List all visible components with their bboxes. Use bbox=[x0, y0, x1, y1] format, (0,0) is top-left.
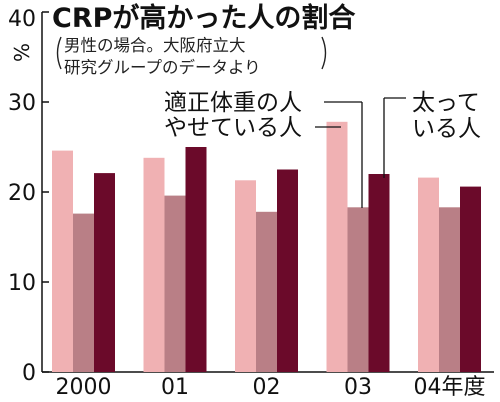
bar-2000-series-0 bbox=[52, 150, 73, 372]
x-axis-labels: 2000 01 02 03 04年度 bbox=[56, 375, 486, 400]
x-tick-label: 02 bbox=[253, 375, 281, 400]
chart-title: CRPが高かった人の割合 bbox=[52, 2, 355, 34]
subtitle-line-1: 男性の場合。大阪府立大 bbox=[64, 36, 246, 55]
subtitle-line-2: 研究グループのデータより bbox=[64, 57, 261, 77]
bars-group bbox=[52, 121, 481, 372]
y-tick-label: 0 bbox=[22, 361, 36, 386]
bar-04年度-series-2 bbox=[460, 186, 481, 372]
subtitle-paren-open bbox=[56, 36, 62, 70]
bar-03-series-0 bbox=[326, 121, 348, 372]
bar-01-series-1 bbox=[164, 195, 186, 372]
bar-2000-series-2 bbox=[94, 173, 115, 372]
bar-03-series-2 bbox=[368, 174, 390, 372]
legend-label-normal: 適正体重の人 bbox=[164, 90, 302, 116]
x-tick-label: 01 bbox=[161, 375, 189, 400]
legend-label-fat-1: 太って bbox=[412, 90, 480, 116]
x-tick-label: 03 bbox=[344, 375, 372, 400]
legend-label-fat-2: いる人 bbox=[412, 116, 481, 142]
legend-label-thin: やせている人 bbox=[164, 115, 302, 141]
y-tick-label: 10 bbox=[8, 271, 36, 296]
y-tick-label: 40 bbox=[8, 7, 36, 32]
bar-01-series-0 bbox=[143, 157, 165, 372]
bar-04年度-series-0 bbox=[418, 177, 439, 372]
subtitle-paren-close bbox=[321, 36, 327, 70]
x-tick-label: 2000 bbox=[56, 375, 112, 400]
bar-02-series-0 bbox=[235, 180, 256, 372]
bar-01-series-2 bbox=[185, 147, 207, 372]
bar-04年度-series-1 bbox=[439, 207, 460, 372]
x-tick-label: 04年度 bbox=[414, 375, 486, 400]
bar-2000-series-1 bbox=[73, 213, 94, 372]
bar-02-series-2 bbox=[277, 169, 298, 372]
y-axis-unit: % bbox=[9, 43, 33, 62]
bar-03-series-1 bbox=[347, 207, 369, 372]
bar-02-series-1 bbox=[256, 211, 277, 372]
y-tick-label: 20 bbox=[8, 181, 36, 206]
y-tick-label: 30 bbox=[8, 91, 36, 116]
y-axis-ticks: 0 10 20 30 40 bbox=[8, 7, 49, 386]
